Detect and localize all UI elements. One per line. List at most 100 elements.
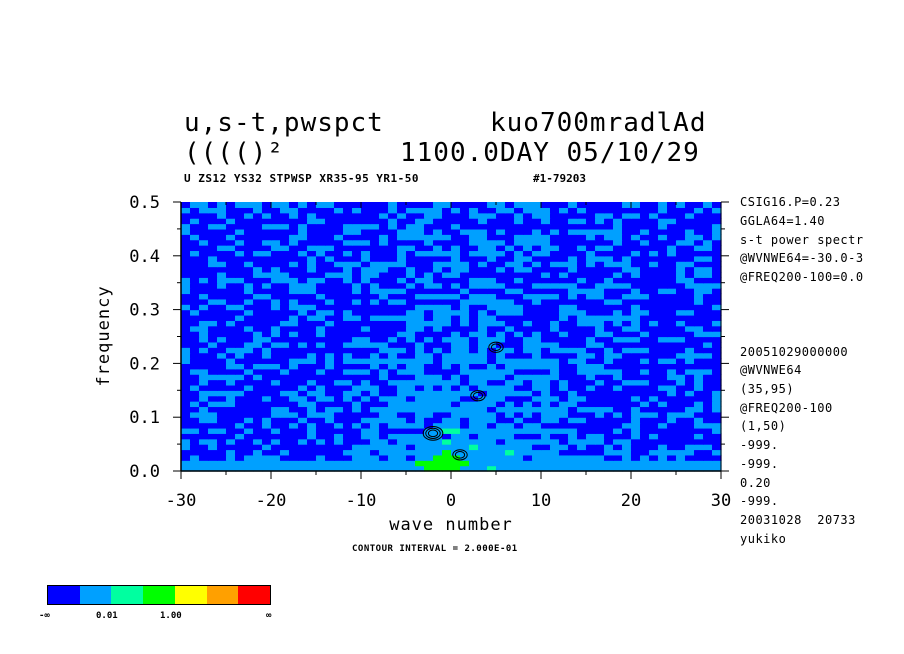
heatmap-cell — [298, 331, 308, 338]
heatmap-cell — [658, 314, 668, 321]
heatmap-cell — [181, 352, 191, 359]
heatmap-cell — [505, 444, 515, 451]
tick-label: -10 — [346, 491, 377, 511]
heatmap-cell — [424, 245, 434, 252]
heatmap-cell — [604, 320, 614, 327]
heatmap-cell — [532, 202, 542, 208]
heatmap-cell — [406, 427, 416, 434]
heatmap-cell — [253, 261, 263, 268]
heatmap-cell — [298, 433, 308, 440]
heatmap-cell — [595, 277, 605, 284]
heatmap-cell — [514, 331, 524, 338]
heatmap-cell — [208, 271, 218, 278]
heatmap-cell — [568, 298, 578, 305]
heatmap-cell — [217, 449, 227, 456]
heatmap-cell — [406, 336, 416, 343]
heatmap-cell — [253, 320, 263, 327]
heatmap-cell — [622, 223, 632, 230]
heatmap-cell — [622, 218, 632, 225]
heatmap-cell — [217, 207, 227, 214]
heatmap-cell — [262, 202, 272, 208]
heatmap-cell — [253, 288, 263, 295]
heatmap-cell — [622, 314, 632, 321]
heatmap-cell — [208, 449, 218, 456]
heatmap-cell — [487, 438, 497, 445]
heatmap-cell — [640, 298, 650, 305]
heatmap-cell — [568, 417, 578, 424]
heatmap-cell — [388, 207, 398, 214]
heatmap-cell — [694, 444, 704, 451]
heatmap-cell — [343, 401, 353, 408]
heatmap-cell — [280, 363, 290, 370]
heatmap-cell — [469, 411, 479, 418]
heatmap-cell — [667, 379, 677, 386]
heatmap-cell — [271, 325, 281, 332]
heatmap-cell — [586, 304, 596, 311]
heatmap-cell — [586, 218, 596, 225]
heatmap-cell — [379, 261, 389, 268]
heatmap-cell — [388, 304, 398, 311]
heatmap-cell — [568, 202, 578, 208]
heatmap-cell — [523, 239, 533, 246]
heatmap-cell — [181, 379, 191, 386]
heatmap-cell — [298, 304, 308, 311]
heatmap-cell — [667, 245, 677, 252]
heatmap-cell — [514, 401, 524, 408]
heatmap-cell — [388, 336, 398, 343]
heatmap-cell — [289, 309, 299, 316]
heatmap-cell — [388, 433, 398, 440]
heatmap-cell — [550, 250, 560, 257]
heatmap-cell — [559, 266, 569, 273]
heatmap-cell — [415, 379, 425, 386]
heatmap-cell — [307, 444, 317, 451]
heatmap-cell — [262, 384, 272, 391]
heatmap-cell — [181, 454, 191, 461]
heatmap-cell — [325, 401, 335, 408]
heatmap-cell — [694, 460, 704, 467]
heatmap-cell — [658, 465, 668, 472]
heatmap-cell — [199, 202, 209, 208]
heatmap-cell — [289, 223, 299, 230]
heatmap-cell — [217, 417, 227, 424]
heatmap-cell — [334, 250, 344, 257]
heatmap-cell — [640, 401, 650, 408]
heatmap-cell — [379, 422, 389, 429]
heatmap-cell — [289, 444, 299, 451]
heatmap-cell — [577, 438, 587, 445]
heatmap-cell — [523, 449, 533, 456]
heatmap-cell — [577, 304, 587, 311]
heatmap-cell — [181, 266, 191, 273]
heatmap-cell — [199, 261, 209, 268]
heatmap-cell — [703, 207, 713, 214]
heatmap-cell — [586, 271, 596, 278]
heatmap-cell — [658, 341, 668, 348]
heatmap-cell — [307, 358, 317, 364]
heatmap-cell — [289, 374, 299, 381]
heatmap-cell — [361, 427, 371, 434]
heatmap-cell — [550, 379, 560, 386]
heatmap-cell — [217, 293, 227, 300]
heatmap-cell — [289, 411, 299, 418]
heatmap-cell — [433, 234, 443, 241]
heatmap-cell — [280, 288, 290, 295]
heatmap-cell — [550, 228, 560, 235]
heatmap-cell — [244, 314, 254, 321]
heatmap-cell — [343, 218, 353, 225]
heatmap-cell — [406, 309, 416, 316]
heatmap-cell — [568, 401, 578, 408]
heatmap-cell — [649, 320, 659, 327]
heatmap-cell — [523, 379, 533, 386]
heatmap-cell — [361, 406, 371, 413]
heatmap-cell — [658, 438, 668, 445]
heatmap-cell — [469, 261, 479, 268]
heatmap-cell — [208, 379, 218, 386]
heatmap-cell — [370, 202, 380, 208]
heatmap-cell — [712, 379, 722, 386]
heatmap-cell — [658, 374, 668, 381]
heatmap-cell — [334, 465, 344, 472]
heatmap-cell — [469, 234, 479, 241]
heatmap-cell — [208, 363, 218, 370]
heatmap-cell — [451, 433, 461, 440]
heatmap-cell — [397, 336, 407, 343]
heatmap-cell — [667, 261, 677, 268]
